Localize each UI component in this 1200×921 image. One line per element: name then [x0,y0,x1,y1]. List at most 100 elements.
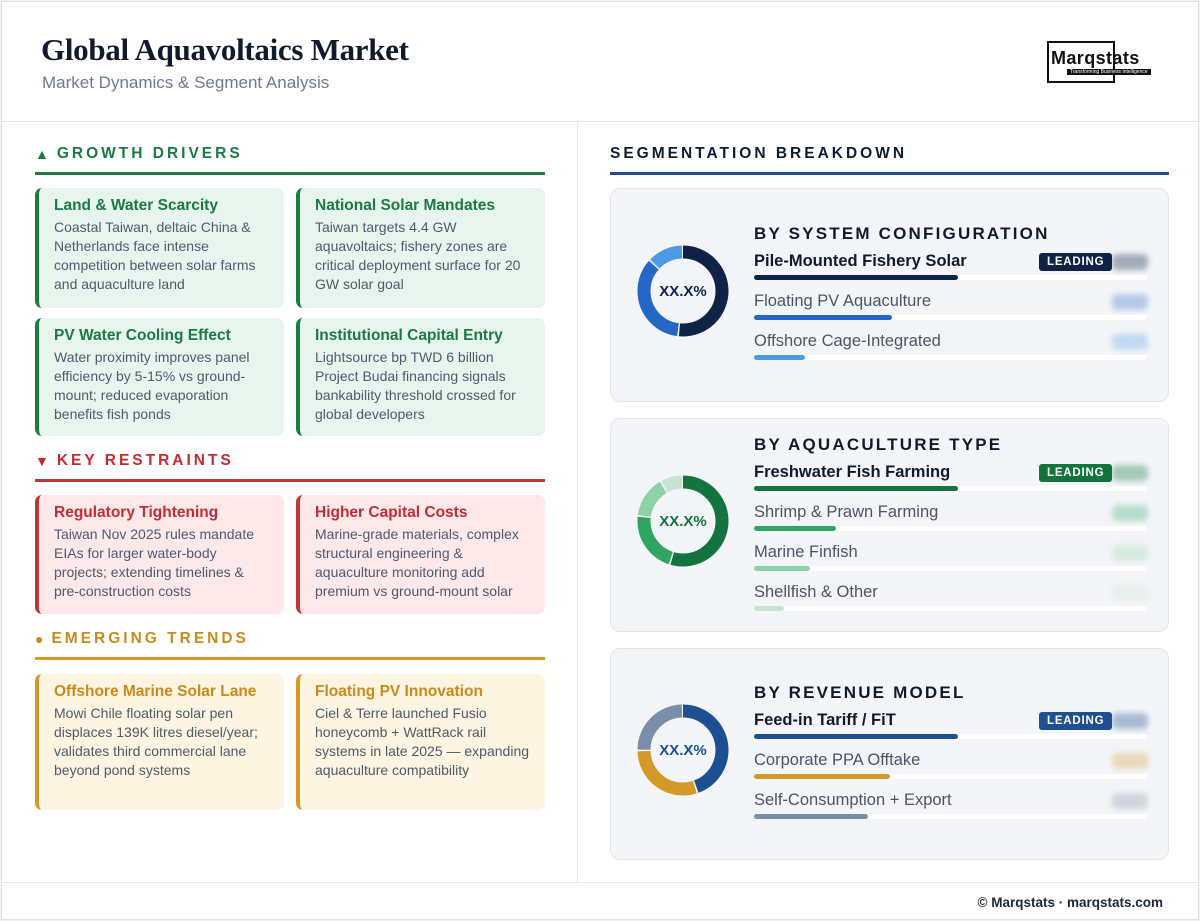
leading-badge: LEADING [1039,712,1113,730]
segment-bar-track [754,526,1147,531]
segment-bar-track [754,566,1147,571]
driver-card-text: Coastal Taiwan, deltaic China & Netherla… [54,219,256,292]
logo-tagline: Transforming Business Intelligence [1067,69,1151,75]
segment-panel-title: BY AQUACULTURE TYPE [754,435,1003,454]
donut-slice [637,245,729,337]
hidden-value-blur [1112,793,1148,809]
donut-slice [637,475,729,567]
growth-drivers-rule [35,172,545,175]
segment-bar-track [754,275,1147,280]
segment-bar-fill [754,526,836,531]
driver-card: Land & Water Scarcity Coastal Taiwan, de… [35,188,284,308]
growth-drivers-heading: ▲ GROWTH DRIVERS [35,145,243,163]
segment-panel-title: BY REVENUE MODEL [754,683,966,702]
segment-panel-aquaculture: BY AQUACULTURE TYPE XX.X% Freshwater Fis… [610,418,1169,632]
driver-card: National Solar Mandates Taiwan targets 4… [296,188,545,308]
segment-bar-track [754,355,1147,360]
key-restraints-heading: ▼ KEY RESTRAINTS [35,452,234,470]
segment-row: Feed-in Tariff / FiT LEADING [754,711,1148,751]
donut-svg [637,704,729,796]
trend-card: Floating PV Innovation Ciel & Terre laun… [296,674,545,810]
logo-box [1047,41,1115,83]
driver-card-title: PV Water Cooling Effect [54,327,231,344]
segment-row: Offshore Cage-Integrated [754,332,1148,372]
driver-card: Institutional Capital Entry Lightsource … [296,318,545,436]
segment-bar-fill [754,275,958,280]
donut-chart: XX.X% [637,475,729,567]
segmentation-heading: SEGMENTATION BREAKDOWN [610,145,908,162]
trend-card-title: Offshore Marine Solar Lane [54,683,257,700]
segment-name: Freshwater Fish Farming [754,463,951,481]
segment-name: Shellfish & Other [754,583,878,601]
triangle-up-icon: ▲ [35,146,49,162]
segment-row: Self-Consumption + Export [754,791,1148,831]
segment-bar-track [754,814,1147,819]
segment-bar-fill [754,355,805,360]
emerging-trends-rule [35,657,545,660]
triangle-down-icon: ▼ [35,453,49,469]
segment-row: Shrimp & Prawn Farming [754,503,1148,543]
segment-panel-title: BY SYSTEM CONFIGURATION [754,224,1050,243]
trend-card: Offshore Marine Solar Lane Mowi Chile fl… [35,674,284,810]
donut-slice [637,704,729,796]
segment-bar-fill [754,606,784,611]
donut-slice [637,704,729,796]
segment-name: Floating PV Aquaculture [754,292,932,310]
header: Global Aquavoltaics Market Market Dynami… [2,2,1200,122]
restraint-card-text: Marine-grade materials, complex structur… [315,526,519,599]
restraint-card-text: Taiwan Nov 2025 rules mandate EIAs for l… [54,526,255,599]
brand-logo[interactable]: Marqstats Transforming Business Intellig… [1047,41,1165,85]
donut-slice [637,475,729,567]
donut-center-label: XX.X% [659,512,707,530]
segment-bar-fill [754,486,958,491]
segment-name: Self-Consumption + Export [754,791,952,809]
trend-card-text: Ciel & Terre launched Fusio honeycomb + … [315,705,530,778]
footer-credit[interactable]: © Marqstats · marqstats.com [977,895,1164,910]
segment-bar-fill [754,566,810,571]
segment-name: Offshore Cage-Integrated [754,332,941,350]
restraint-card: Regulatory Tightening Taiwan Nov 2025 ru… [35,495,284,614]
segment-row: Marine Finfish [754,543,1148,583]
segment-bar-track [754,315,1147,320]
restraint-card: Higher Capital Costs Marine-grade materi… [296,495,545,614]
segment-bar-fill [754,814,868,819]
segment-panel-system: BY SYSTEM CONFIGURATION XX.X% Pile-Mount… [610,188,1169,402]
segment-name: Marine Finfish [754,543,858,561]
segment-bar-track [754,606,1147,611]
segment-row: Freshwater Fish Farming LEADING [754,463,1148,503]
driver-card-text: Water proximity improves panel efficienc… [54,349,250,422]
driver-card-title: Land & Water Scarcity [54,197,218,214]
key-restraints-title: KEY RESTRAINTS [56,452,234,469]
logo-wordmark: Marqstats [1051,48,1140,68]
segment-bar-track [754,734,1147,739]
donut-svg [637,475,729,567]
leading-badge: LEADING [1039,253,1113,271]
trend-card-title: Floating PV Innovation [315,683,483,700]
hidden-value-blur [1112,545,1148,561]
segment-row: Floating PV Aquaculture [754,292,1148,332]
donut-slice [637,245,729,337]
segment-bar-fill [754,774,890,779]
trend-card-text: Mowi Chile floating solar pen displaces … [54,705,258,778]
footer: © Marqstats · marqstats.com [2,882,1200,921]
column-divider [577,123,578,883]
driver-card-title: Institutional Capital Entry [315,327,503,344]
segment-name: Feed-in Tariff / FiT [754,711,896,729]
restraint-card-title: Regulatory Tightening [54,504,219,521]
driver-card-text: Lightsource bp TWD 6 billion Project Bud… [315,349,516,422]
segment-row: Pile-Mounted Fishery Solar LEADING [754,252,1148,292]
donut-center-label: XX.X% [659,741,707,759]
key-restraints-rule [35,479,545,482]
hidden-value-blur [1112,254,1148,270]
hidden-value-blur [1112,505,1148,521]
dot-icon: ● [35,631,44,647]
page-title: Global Aquavoltaics Market [41,32,409,67]
hidden-value-blur [1112,585,1148,601]
driver-card-text: Taiwan targets 4.4 GW aquavoltaics; fish… [315,219,521,292]
segment-bar-fill [754,734,958,739]
donut-chart: XX.X% [637,704,729,796]
segment-row: Shellfish & Other [754,583,1148,623]
segment-bar-track [754,774,1147,779]
restraint-card-title: Higher Capital Costs [315,504,468,521]
hidden-value-blur [1112,294,1148,310]
